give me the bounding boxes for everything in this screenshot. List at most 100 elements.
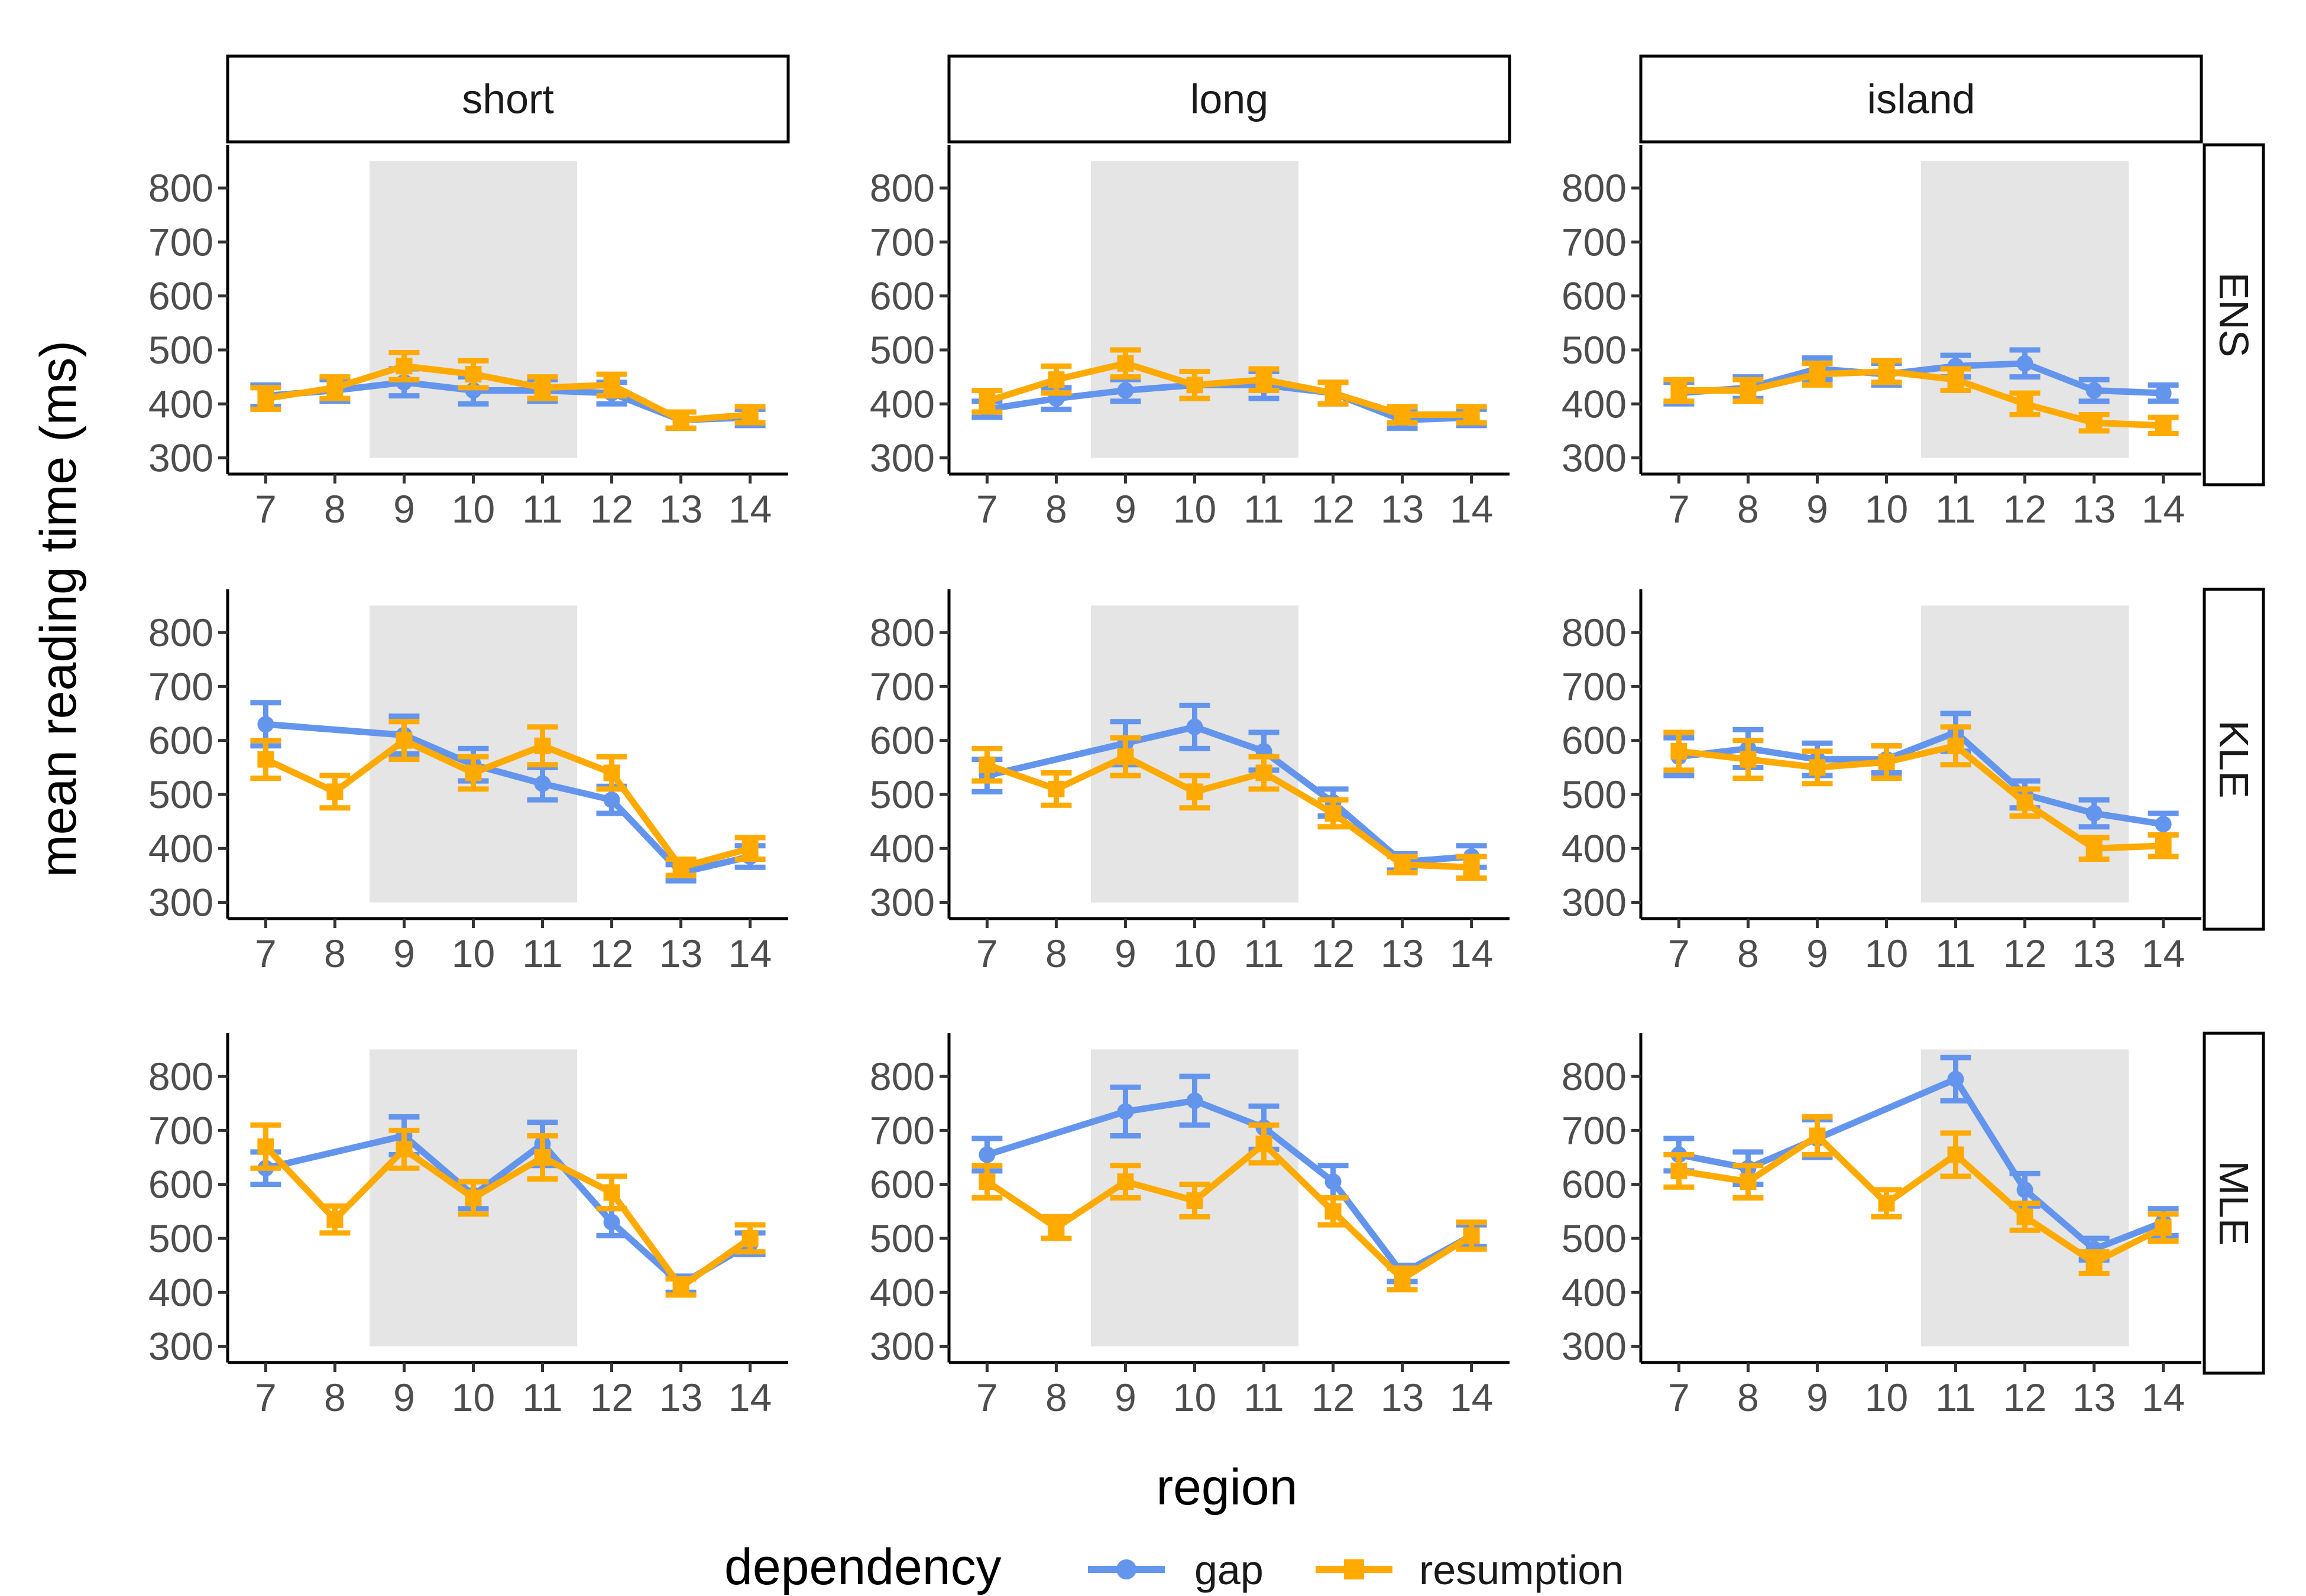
data-point-resumption xyxy=(1255,371,1272,388)
x-tick-label: 12 xyxy=(1311,487,1355,531)
y-tick-label: 800 xyxy=(870,1055,935,1098)
legend-item-gap: gap xyxy=(1088,1547,1264,1593)
data-point-gap xyxy=(1947,1071,1964,1088)
x-tick-label: 13 xyxy=(1381,487,1424,531)
series-resumption xyxy=(1663,1114,2179,1276)
y-tick-label: 500 xyxy=(148,773,213,816)
data-point-resumption xyxy=(465,1189,482,1206)
series-resumption xyxy=(1663,724,2179,862)
x-tick-label: 10 xyxy=(1173,487,1216,531)
strip-label-ENS: ENS xyxy=(2211,273,2257,358)
x-tick-label: 13 xyxy=(2072,932,2116,975)
y-tick-label: 600 xyxy=(870,274,935,318)
y-tick-label: 400 xyxy=(148,826,213,870)
data-point-resumption xyxy=(1324,805,1342,822)
x-tick-label: 12 xyxy=(1311,932,1355,975)
panel-long-MLE: 300 400 500 600 700 800 7 8 9 10 11 12 13 14 xyxy=(870,1033,1510,1419)
strip-long xyxy=(947,54,1511,144)
data-point-resumption xyxy=(257,751,274,768)
y-tick-label: 700 xyxy=(148,1108,213,1152)
x-tick-label: 9 xyxy=(1806,932,1828,975)
strip-label-MLE: MLE xyxy=(2211,1161,2257,1246)
series-line-resumption xyxy=(262,737,754,871)
data-point-resumption xyxy=(979,392,996,410)
data-point-resumption xyxy=(1117,1173,1134,1190)
data-point-resumption xyxy=(1048,780,1065,797)
critical-region-shade xyxy=(1090,161,1299,458)
legend-key-marker xyxy=(1344,1559,1364,1579)
data-point-resumption xyxy=(465,366,482,383)
x-tick-label: 9 xyxy=(393,1376,415,1419)
data-point-resumption xyxy=(326,783,344,800)
x-tick-label: 14 xyxy=(728,1376,772,1419)
x-tick-label: 12 xyxy=(2003,932,2046,975)
x-tick-label: 9 xyxy=(1115,932,1136,975)
x-tick-label: 10 xyxy=(1865,1376,1908,1419)
data-point-resumption xyxy=(1947,371,1964,388)
y-tick-label: 700 xyxy=(1562,664,1627,708)
y-tick-label: 800 xyxy=(148,166,213,210)
data-point-gap xyxy=(534,775,551,792)
data-point-resumption xyxy=(2155,417,2172,434)
x-tick-label: 12 xyxy=(590,1376,633,1419)
data-point-resumption xyxy=(1809,759,1826,776)
data-point-gap xyxy=(2016,355,2033,372)
y-tick-label: 700 xyxy=(870,664,935,708)
x-tick-label: 11 xyxy=(522,487,563,531)
strip-label-short: short xyxy=(462,76,554,122)
data-point-resumption xyxy=(1463,1227,1480,1244)
y-tick-label: 500 xyxy=(1562,328,1627,372)
data-point-resumption xyxy=(672,411,689,429)
data-point-resumption xyxy=(257,390,274,407)
y-tick-label: 600 xyxy=(148,719,213,763)
data-point-resumption xyxy=(2155,1219,2172,1236)
y-tick-label: 400 xyxy=(1562,826,1627,870)
data-point-resumption xyxy=(1463,406,1480,423)
y-tick-label: 700 xyxy=(148,664,213,708)
x-tick-label: 11 xyxy=(1243,1376,1284,1419)
data-point-resumption xyxy=(1324,385,1342,402)
data-point-resumption xyxy=(2016,395,2033,413)
data-point-gap xyxy=(1324,1173,1342,1190)
data-point-resumption xyxy=(603,764,620,781)
data-point-gap xyxy=(2085,382,2103,399)
y-tick-label: 300 xyxy=(1562,436,1627,480)
panel-long-KLE: 300 400 500 600 700 800 7 8 9 10 11 12 13 14 xyxy=(870,589,1510,975)
data-point-resumption xyxy=(1186,1192,1203,1209)
y-tick-label: 300 xyxy=(1562,881,1627,924)
x-tick-label: 7 xyxy=(976,1376,998,1419)
x-tick-label: 10 xyxy=(1865,932,1908,975)
data-point-resumption xyxy=(2155,837,2172,854)
strip-ENS xyxy=(2203,143,2265,486)
y-tick-label: 600 xyxy=(1562,719,1627,763)
y-tick-label: 400 xyxy=(870,382,935,426)
data-point-resumption xyxy=(534,737,551,754)
y-tick-label: 600 xyxy=(870,1163,935,1206)
critical-region-shade xyxy=(369,161,578,458)
y-tick-label: 800 xyxy=(870,166,935,210)
y-tick-label: 800 xyxy=(1562,611,1627,654)
y-tick-label: 700 xyxy=(1562,220,1627,264)
data-point-resumption xyxy=(2085,1254,2103,1271)
x-tick-label: 12 xyxy=(2003,1376,2046,1419)
y-tick-label: 300 xyxy=(870,881,935,924)
y-tick-label: 700 xyxy=(148,220,213,264)
y-tick-label: 500 xyxy=(148,1217,213,1260)
y-tick-label: 400 xyxy=(1562,1270,1627,1314)
x-tick-label: 11 xyxy=(1935,932,1976,975)
series-line-resumption xyxy=(1675,742,2167,852)
strip-label-island: island xyxy=(1867,76,1975,122)
series-resumption xyxy=(971,347,1487,426)
data-point-resumption xyxy=(1048,1219,1065,1236)
x-tick-label: 8 xyxy=(324,932,346,975)
data-point-resumption xyxy=(672,859,689,876)
data-point-resumption xyxy=(741,406,759,423)
data-point-gap xyxy=(1186,718,1203,735)
legend-title: dependency xyxy=(724,1539,1002,1595)
panel-island-ENS: 300 400 500 600 700 800 7 8 9 10 11 12 13 14 xyxy=(1562,145,2201,531)
x-tick-label: 8 xyxy=(1045,932,1067,975)
x-tick-label: 14 xyxy=(1450,1376,1493,1419)
y-tick-label: 300 xyxy=(148,881,213,924)
data-point-resumption xyxy=(326,379,344,396)
x-tick-label: 8 xyxy=(1737,487,1759,531)
